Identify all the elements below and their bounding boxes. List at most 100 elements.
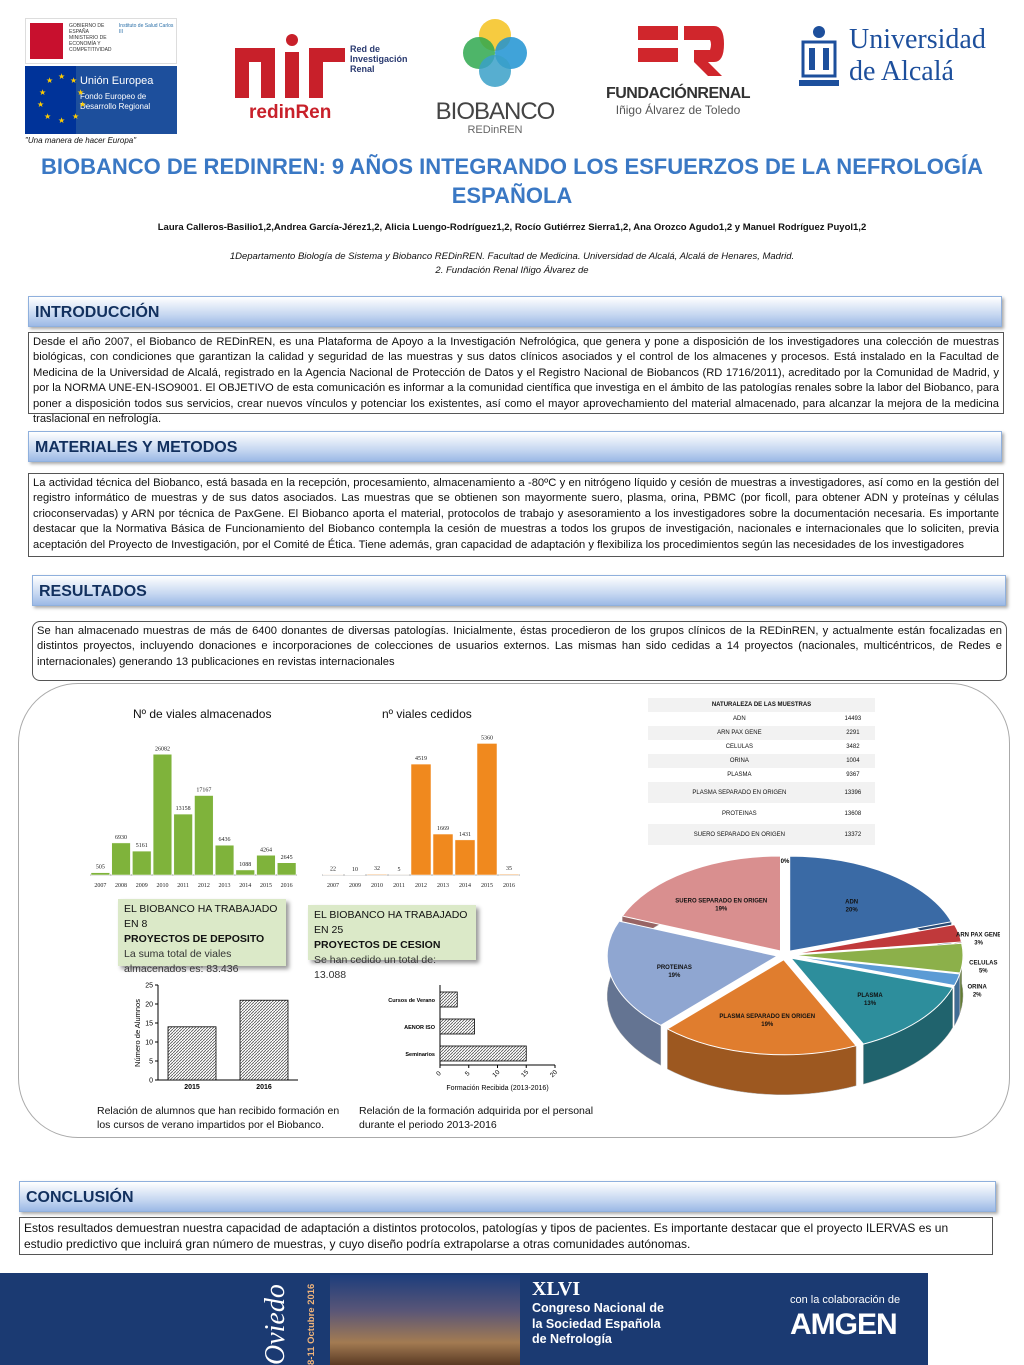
alcala-logo: Universidad de Alcalá [795, 22, 986, 94]
eu-text: Unión Europea Fondo Europeo de Desarroll… [76, 66, 177, 134]
bar-value-label: 35 [506, 866, 512, 872]
pie-slice-percent: 5% [979, 968, 988, 974]
fundacion-mark-icon [638, 26, 724, 76]
biobanco-mark-icon [463, 19, 527, 87]
deposito-line1: EL BIOBANCO HA TRABAJADO EN 8 [124, 903, 278, 930]
cesion-line1: EL BIOBANCO HA TRABAJADO EN 25 [314, 909, 468, 936]
redinren-mark-icon [235, 34, 345, 98]
fundacion-word: FUNDACIÓNRENAL [605, 85, 751, 102]
x-tick-label: 2007 [94, 883, 106, 889]
bar-value-label: 6436 [219, 837, 231, 843]
pie-slice-label: SUERO SEPARADO EN ORIGEN [675, 898, 767, 904]
sample-type-cell: PLASMA [727, 772, 752, 778]
chart-cedidos-title: nº viales cedidos [382, 707, 472, 721]
x-tick-label: 2013 [437, 883, 449, 889]
bar [277, 862, 297, 876]
deposito-line3: La suma total de viales almacenados es: … [124, 948, 239, 975]
alcala-line2: de Alcalá [849, 56, 954, 87]
redinren-logo: Red de Investigación Renal redinRen [233, 30, 408, 125]
chart-cedidos: 22 2007 10 2009 32 2010 5 2011 4519 2012 1669 2013 1… [322, 735, 520, 889]
caption-alumnos: Relación de alumnos que han recibido for… [97, 1105, 340, 1131]
x-tick-label: 2015 [260, 883, 272, 889]
affiliation-2: 2. Fundación Renal Iñigo Álvarez de [435, 265, 589, 276]
x-tick-label: 2010 [371, 883, 383, 889]
bar [235, 869, 255, 876]
alcala-crest-icon [799, 26, 839, 86]
y-tick-label: Cursos de Verano [388, 998, 435, 1004]
oviedo-brand: Oviedo 8-11 Octubre 2016 [260, 1275, 328, 1365]
pie-slice [666, 959, 858, 1056]
pie-slice-percent: 3% [974, 941, 983, 947]
sample-count-cell: 3482 [846, 744, 860, 750]
bar [152, 754, 173, 876]
resultados-text: Se han almacenado muestras de más de 640… [32, 621, 1007, 681]
spain-crest-icon [30, 23, 64, 59]
biobanco-logo: BIOBANCO REDinREN [435, 15, 555, 140]
pie-slice-label: ARN PAX GENE [956, 933, 1000, 939]
gobierno-label: GOBIERNO DE ESPAÑA [69, 23, 105, 35]
isciii-label: Instituto de Salud Carlos III [118, 23, 174, 35]
bar [194, 795, 214, 876]
x-tick-label: 2015 [481, 883, 493, 889]
x-tick-label: 2009 [136, 883, 148, 889]
sample-count-cell: 13608 [844, 810, 862, 817]
sample-count-cell: 14493 [844, 716, 862, 722]
pie-slice-label: CELULAS [969, 960, 997, 966]
sample-count-cell: 2291 [830, 726, 875, 740]
sample-type-cell: SUERO SEPARADO EN ORIGEN [648, 824, 831, 845]
chart-formacion: 0 5 10 15 20 Cursos de Verano AENOR ISO Seminar… [388, 985, 559, 1092]
bar-value-label: 22 [330, 866, 336, 872]
amgen-sponsor: con la colaboración de AMGEN [790, 1294, 900, 1342]
ue-title: Unión Europea [79, 75, 154, 87]
y-tick-label: 25 [145, 983, 153, 990]
redinren-line2: Investigación [350, 54, 408, 64]
biobanco-sub: REDinREN [467, 124, 523, 136]
x-tick-label: 2014 [239, 883, 251, 889]
biobanco-word: BIOBANCO [435, 98, 556, 125]
table-row: PROTEINAS 13608 [648, 803, 875, 824]
intro-header: INTRODUCCIÓN [28, 296, 1002, 327]
bar-value-label: 17167 [196, 788, 211, 794]
pie-slice-label: PLASMA SEPARADO EN ORIGEN [719, 1014, 815, 1020]
bar-value-label: 1431 [459, 832, 471, 838]
deposito-note: EL BIOBANCO HA TRABAJADO EN 8 PROYECTOS … [118, 899, 286, 975]
chart-pie-naturaleza: ADN 20% ARN PAX GENE 3% CELULAS 5% ORINA 2% PLAS… [606, 855, 1000, 1095]
bar-value-label: 13158 [176, 806, 191, 812]
amgen-logo: AMGEN [790, 1308, 898, 1341]
y-tick-label: AENOR ISO [404, 1025, 436, 1031]
x-tick-label: 2011 [393, 883, 405, 889]
sample-type-cell: ORINA [648, 754, 831, 768]
intro-text: Desde el año 2007, el Biobanco de REDinR… [28, 332, 1004, 425]
sample-type-cell: PLASMA SEPARADO EN ORIGEN [648, 782, 831, 803]
bar-value-label: 4519 [415, 756, 427, 762]
city-photo [330, 1275, 520, 1365]
bar-value-label: 5 [398, 867, 401, 873]
pie-slice-percent: 20% [846, 907, 859, 913]
table-header-row: NATURALEZA DE LAS MUESTRAS [648, 698, 875, 712]
bar [432, 833, 454, 876]
x-tick-label: 20 [549, 1069, 559, 1079]
x-tick-label: 2015 [184, 1084, 200, 1091]
cesion-line3: Se han cedido un total de: 13.088 [314, 954, 437, 981]
city-name: Oviedo [260, 1284, 291, 1365]
cesion-line2: PROYECTOS DE CESION [314, 939, 441, 951]
caption-formacion: Relación de la formación adquirida por e… [359, 1105, 594, 1131]
chart-almacenados-title: Nº de viales almacenados [133, 707, 272, 721]
x-tick-label: 5 [464, 1070, 472, 1078]
sample-type-cell: ARN PAX GENE [648, 726, 831, 740]
pie-slice [789, 855, 953, 952]
bar [111, 842, 131, 876]
bar [439, 1018, 475, 1035]
bar-value-label: 5360 [481, 735, 493, 741]
bar [476, 743, 498, 876]
table-row: PLASMA 9367 [648, 768, 875, 782]
x-tick-label: 2012 [198, 883, 210, 889]
x-tick-label: 15 [520, 1069, 530, 1079]
conclusion-header: CONCLUSIÓN [19, 1181, 996, 1212]
cesion-note: EL BIOBANCO HA TRABAJADO EN 25 PROYECTOS… [308, 905, 476, 981]
pie-slice [792, 942, 964, 974]
y-axis-label: Número de Alumnos [133, 999, 142, 1067]
fundacion-renal-logo: FUNDACIÓNRENAL Iñigo Álvarez de Toledo [598, 20, 758, 132]
bar-value-label: 505 [96, 865, 105, 871]
redinren-text: Red de Investigación Renal [350, 44, 408, 74]
